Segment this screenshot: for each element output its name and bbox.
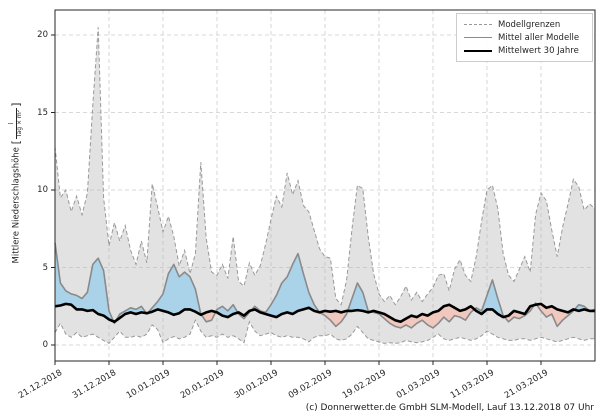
gray-line-sample-icon: [464, 37, 492, 38]
lower-bound-line: [54, 318, 595, 345]
y-tick-label: 0: [42, 340, 48, 350]
y-axis-unit-numerator: l: [8, 122, 15, 125]
y-axis-unit-bracket-close: ]: [9, 102, 23, 107]
y-tick-label: 15: [37, 107, 48, 118]
y-tick-label: 10: [37, 185, 48, 195]
y-tick-label: 20: [37, 30, 48, 40]
legend-entry-model-bounds: Modellgrenzen: [464, 18, 586, 31]
upper-bound-line: [54, 27, 596, 306]
climate-mean-line: [54, 302, 595, 324]
y-axis-label-text: Mittlere Niederschlagshöhe: [11, 147, 22, 264]
model-range-band: [55, 27, 595, 344]
figure-caption: (c) Donnerwetter.de GmbH SLM-Modell, Lau…: [305, 403, 594, 413]
legend-label: Modellgrenzen: [498, 19, 561, 30]
dashed-line-sample-icon: [464, 24, 492, 25]
y-tick-label: 5: [42, 262, 48, 273]
black-line-sample-icon: [464, 49, 492, 52]
legend-label: Mittelwert 30 Jahre: [498, 45, 579, 56]
below-normal-fill: [113, 303, 590, 328]
legend-label: Mittel aller Modelle: [498, 32, 580, 43]
legend-box: Modellgrenzen Mittel aller Modelle Mitte…: [456, 13, 593, 62]
legend-entry-model-mean: Mittel aller Modelle: [464, 31, 586, 44]
above-normal-fill: [55, 242, 595, 322]
legend-entry-climate-mean: Mittelwert 30 Jahre: [464, 44, 586, 57]
y-axis-label: Mittlere Niederschlagshöhe [l Tag × m²]: [8, 43, 23, 323]
y-axis-unit-bracket-open: [: [9, 140, 23, 145]
